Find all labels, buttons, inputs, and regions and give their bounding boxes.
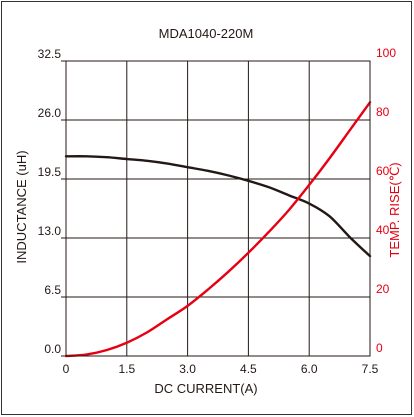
x-tick-label: 3.0	[179, 362, 196, 376]
y-left-tick-label: 32.5	[38, 47, 62, 61]
y-left-axis-label: INDUCTANCE (uH)	[14, 150, 29, 263]
x-tick-label: 7.5	[362, 362, 379, 376]
y-left-tick-label: 13.0	[38, 224, 62, 238]
y-right-tick-label: 0	[376, 341, 383, 355]
x-tick-label: 4.5	[240, 362, 257, 376]
inductance-line	[64, 155, 372, 258]
y-right-tick-label: 80	[376, 105, 390, 119]
tick-labels: 0 1.5 3.0 4.5 6.0 7.5 0.0 6.5 13.0 19.5 26.0 32.5 0 2…	[38, 46, 397, 376]
grid	[61, 60, 370, 357]
y-right-tick-label: 40	[376, 223, 390, 237]
y-right-tick-label: 100	[376, 46, 396, 60]
x-tick-label: 1.5	[118, 362, 135, 376]
y-left-tick-label: 0.0	[44, 342, 61, 356]
x-tick-label: 0	[63, 362, 70, 376]
y-left-tick-label: 26.0	[38, 106, 62, 120]
temp-rise-line	[64, 101, 372, 358]
x-tick-label: 6.0	[301, 362, 318, 376]
y-left-tick-label: 19.5	[38, 165, 62, 179]
y-right-axis-label: TEMP. RISE(℃)	[387, 162, 402, 257]
y-right-tick-label: 20	[376, 282, 390, 296]
plot-border	[65, 60, 371, 357]
y-left-tick-label: 6.5	[44, 283, 61, 297]
y-right-tick-label: 60	[376, 164, 390, 178]
x-axis-label: DC CURRENT(A)	[154, 381, 257, 396]
chart-title: MDA1040-220M	[159, 26, 254, 41]
series-lines	[64, 101, 372, 358]
